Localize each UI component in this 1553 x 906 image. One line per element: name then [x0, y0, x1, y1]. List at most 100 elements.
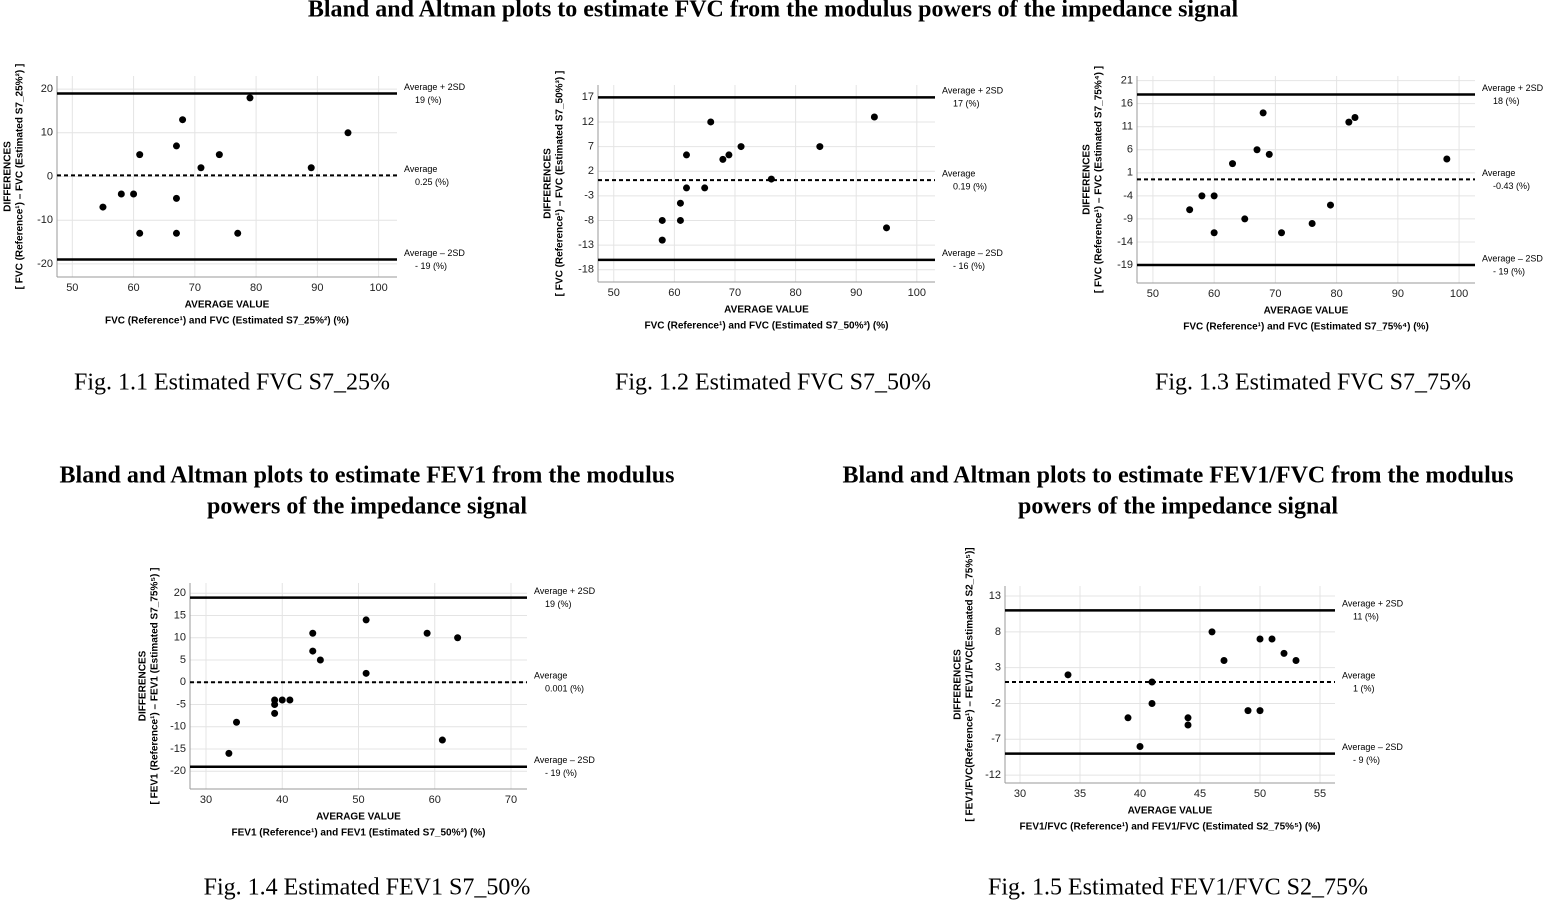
point — [1124, 714, 1132, 722]
reference-label: 0.001 (%) — [545, 684, 584, 694]
point — [136, 151, 144, 159]
x-axis-label: AVERAGE VALUE — [1128, 806, 1213, 817]
point — [767, 175, 775, 183]
point — [1220, 657, 1228, 665]
y-tick-label: 2 — [588, 165, 594, 177]
reference-label: 11 (%) — [1353, 612, 1379, 622]
reference-label: 19 (%) — [545, 599, 572, 609]
x-tick-label: 100 — [908, 287, 926, 299]
point — [1229, 160, 1237, 168]
reference-label: - 19 (%) — [1493, 266, 1525, 276]
y-tick-label: -14 — [1117, 236, 1133, 248]
point — [1210, 229, 1218, 237]
y-tick-label: 15 — [174, 609, 186, 621]
y-axis-label: [ FVC (Reference¹) – FVC (Estimated S7_7… — [1094, 66, 1105, 293]
y-tick-label: -5 — [176, 698, 186, 710]
point — [172, 194, 180, 202]
point — [1136, 742, 1144, 750]
x-axis-label: FEV1 (Reference¹) and FEV1 (Estimated S7… — [232, 828, 486, 839]
y-axis-label: DIFFERENCES — [1082, 144, 1093, 215]
point — [725, 151, 733, 159]
y-tick-label: -18 — [578, 264, 594, 276]
point — [1443, 155, 1451, 163]
x-tick-label: 55 — [1314, 788, 1326, 800]
reference-name: Average – 2SD — [534, 755, 595, 765]
y-axis-label: DIFFERENCES — [543, 148, 554, 219]
point — [1186, 206, 1194, 214]
point — [676, 199, 684, 207]
point — [1280, 649, 1288, 657]
point — [701, 184, 709, 192]
point — [234, 229, 242, 237]
x-tick-label: 35 — [1074, 788, 1086, 800]
reference-label: 17 (%) — [953, 99, 980, 109]
point — [1292, 657, 1300, 665]
point — [737, 143, 745, 151]
x-tick-label: 70 — [1269, 288, 1281, 300]
point — [117, 190, 125, 198]
point — [316, 656, 324, 664]
point — [1184, 721, 1192, 729]
x-tick-label: 80 — [250, 282, 262, 294]
point — [707, 118, 715, 126]
y-tick-label: -10 — [170, 721, 186, 733]
y-tick-label: 10 — [41, 127, 53, 139]
x-tick-label: 30 — [1014, 788, 1026, 800]
caption: Fig. 1.4 Estimated FEV1 S7_50% — [204, 875, 531, 901]
y-tick-label: -20 — [170, 765, 186, 777]
point — [682, 151, 690, 159]
x-tick-label: 90 — [1392, 288, 1404, 300]
reference-name: Average + 2SD — [1342, 599, 1404, 609]
point — [1308, 220, 1316, 228]
point — [454, 634, 462, 642]
x-tick-label: 60 — [1208, 288, 1220, 300]
point — [719, 155, 727, 163]
x-axis-label: FVC (Reference¹) and FVC (Estimated S7_5… — [645, 321, 889, 332]
point — [225, 749, 233, 757]
point — [271, 709, 279, 717]
caption: Fig. 1.3 Estimated FVC S7_75% — [1155, 370, 1471, 396]
reference-name: Average – 2SD — [942, 248, 1003, 258]
y-tick-label: -19 — [1117, 259, 1133, 271]
point — [1268, 635, 1276, 643]
reference-name: Average – 2SD — [1482, 253, 1543, 263]
point — [130, 190, 138, 198]
heading: Bland and Altman plots to estimate FVC f… — [308, 0, 1239, 23]
point — [179, 116, 187, 124]
y-tick-label: 8 — [995, 626, 1001, 638]
point — [309, 647, 317, 655]
reference-name: Average — [404, 164, 437, 174]
point — [1064, 671, 1072, 679]
x-tick-label: 80 — [1330, 288, 1342, 300]
y-tick-label: -10 — [37, 214, 53, 226]
reference-label: 19 (%) — [415, 95, 442, 105]
y-tick-label: 0 — [180, 676, 186, 688]
caption: Fig. 1.5 Estimated FEV1/FVC S2_75% — [988, 875, 1368, 901]
point — [423, 629, 431, 637]
y-tick-label: 0 — [47, 170, 53, 182]
y-tick-label: -12 — [985, 769, 1001, 781]
point — [1148, 678, 1156, 686]
x-tick-label: 70 — [505, 794, 517, 806]
heading: powers of the impedance signal — [207, 494, 527, 520]
x-tick-label: 50 — [1254, 788, 1266, 800]
x-axis-label: AVERAGE VALUE — [724, 305, 809, 316]
y-tick-label: 20 — [41, 83, 53, 95]
point — [136, 229, 144, 237]
point — [362, 669, 370, 677]
point — [344, 129, 352, 137]
y-tick-label: 20 — [174, 587, 186, 599]
y-tick-label: 12 — [582, 116, 594, 128]
x-tick-label: 45 — [1194, 788, 1206, 800]
heading: Bland and Altman plots to estimate FEV1 … — [60, 463, 675, 489]
point — [278, 696, 286, 704]
point — [1241, 215, 1249, 223]
x-tick-label: 90 — [311, 282, 323, 294]
x-tick-label: 70 — [729, 287, 741, 299]
reference-name: Average – 2SD — [1342, 742, 1403, 752]
y-tick-label: 6 — [1127, 144, 1133, 156]
y-tick-label: -20 — [37, 258, 53, 270]
x-axis-label: AVERAGE VALUE — [1264, 306, 1349, 317]
reference-name: Average — [1342, 670, 1375, 680]
